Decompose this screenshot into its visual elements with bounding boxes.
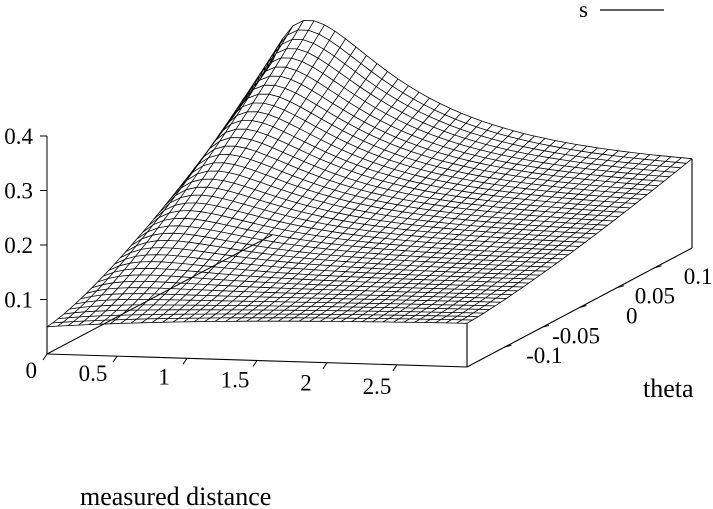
x-tick-mark	[42, 353, 48, 361]
y-tick-label: -0.05	[552, 323, 600, 348]
x-tick-label: 1	[158, 364, 170, 389]
x-tick-mark	[112, 355, 118, 363]
x-tick-label: 0.5	[79, 361, 108, 386]
surface-mesh	[46, 20, 693, 328]
y-tick-label: 0	[626, 304, 638, 329]
mesh-lines-const-theta	[46, 20, 693, 328]
y-tick-mark	[504, 344, 512, 348]
x-axis-title: measured distance	[80, 482, 271, 509]
legend-label: s	[579, 0, 588, 22]
x-tick-mark	[322, 362, 328, 369]
z-tick-label: 0.4	[4, 124, 33, 149]
tick-labels: 0 0.5 1 1.5 2 2.5-0.1-0.0500.050.10.10.20.30.…	[4, 124, 712, 399]
base-edge-left	[46, 234, 273, 355]
mesh-lines-const-x	[46, 20, 693, 328]
y-tick-label: 0.1	[684, 264, 713, 289]
y-tick-label: -0.1	[526, 343, 562, 368]
y-tick-mark	[579, 305, 587, 308]
y-tick-mark	[541, 324, 550, 328]
x-tick-label: 2.5	[363, 374, 392, 399]
legend: s	[579, 0, 664, 22]
z-tick-label: 0.3	[4, 179, 33, 204]
x-tick-label: 0	[26, 358, 38, 383]
x-tick-mark	[392, 364, 398, 372]
x-tick-mark	[252, 360, 258, 367]
y-tick-mark	[654, 265, 662, 269]
y-axis-title: theta	[643, 374, 694, 403]
y-tick-label: 0.05	[635, 284, 675, 309]
z-tick-label: 0.2	[4, 233, 33, 258]
x-tick-mark	[182, 358, 188, 365]
z-tick-label: 0.1	[4, 288, 33, 313]
y-tick-mark	[616, 285, 625, 289]
x-tick-label: 1.5	[221, 368, 250, 393]
x-tick-label: 2	[300, 371, 312, 396]
